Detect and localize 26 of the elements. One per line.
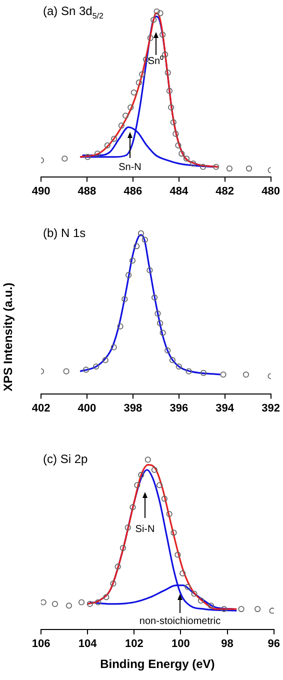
x-tick-label: 98: [221, 638, 234, 650]
x-tick-label: 106: [32, 638, 50, 650]
x-tick-label: 400: [78, 402, 96, 414]
x-tick-label: 104: [78, 638, 98, 650]
annotation: Sn-N: [118, 162, 142, 173]
x-tick-label: 102: [124, 638, 144, 650]
x-tick-label: 486: [124, 185, 142, 198]
x-tick-label: 490: [32, 185, 50, 198]
x-tick-label: 480: [262, 185, 280, 198]
chart-title: (c) Si 2p: [43, 452, 88, 466]
x-tick-label: 402: [32, 402, 50, 414]
annotation: non-stoichiometric: [139, 616, 221, 627]
x-tick-label: 484: [170, 185, 189, 198]
x-tick-label: 488: [78, 185, 96, 198]
x-axis-title: Binding Energy (eV): [100, 657, 215, 672]
annotation: Si-N: [135, 524, 155, 535]
chart-title: (b) N 1s: [43, 226, 86, 240]
x-tick-label: 394: [216, 402, 235, 414]
x-tick-label: 392: [262, 402, 280, 414]
annotation: Sn⁰: [148, 55, 164, 67]
x-tick-label: 96: [268, 638, 280, 650]
x-tick-label: 396: [170, 402, 188, 414]
x-tick-label: 482: [216, 185, 234, 198]
y-axis-title: XPS Intensity (a.u.): [1, 282, 15, 394]
x-tick-label: 398: [124, 402, 142, 414]
x-tick-label: 100: [172, 638, 190, 650]
